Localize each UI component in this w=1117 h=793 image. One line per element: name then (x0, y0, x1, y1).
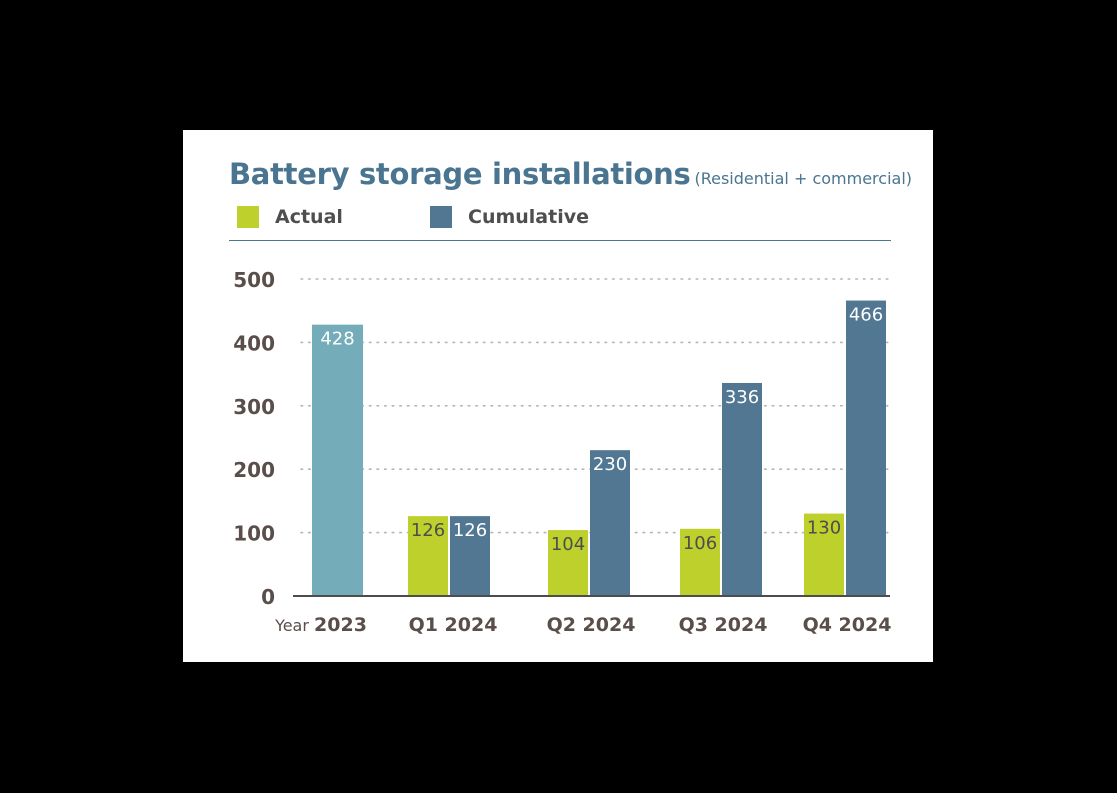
x-tick-main: Q1 2024 (409, 614, 498, 636)
bar-actual (804, 513, 844, 596)
header-rule (229, 240, 891, 241)
data-label: 428 (320, 329, 354, 350)
x-tick-label: Q4 2024 (803, 614, 892, 636)
x-tick-label: Q3 2024 (679, 614, 768, 636)
bar-actual (548, 530, 588, 596)
legend-swatch-actual (237, 206, 259, 228)
x-tick-label: Year 2023 (274, 614, 367, 636)
legend-swatch-cumulative (430, 206, 452, 228)
bar-actual (408, 516, 448, 596)
x-tick-label: Q1 2024 (409, 614, 498, 636)
y-tick-label: 500 (233, 268, 275, 292)
bar-actual (680, 528, 720, 596)
legend-label-cumulative: Cumulative (468, 206, 589, 228)
x-tick-main: Q3 2024 (679, 614, 768, 636)
chart-subtitle: (Residential + commercial) (694, 169, 912, 188)
x-tick-main: Q4 2024 (803, 614, 892, 636)
legend-item-actual: Actual (237, 206, 343, 228)
x-tick-label: Q2 2024 (547, 614, 636, 636)
legend-item-cumulative: Cumulative (430, 206, 589, 228)
bar-cumulative (846, 300, 886, 596)
y-tick-label: 400 (233, 331, 275, 355)
data-label: 230 (593, 454, 627, 475)
legend-label-actual: Actual (275, 206, 343, 228)
x-tick-prefix: Year (274, 616, 314, 635)
bar-cumulative (450, 516, 490, 596)
data-label: 126 (411, 520, 445, 541)
data-label: 336 (725, 387, 759, 408)
y-tick-label: 300 (233, 395, 275, 419)
bar-year-2023 (312, 324, 363, 596)
data-label: 126 (453, 520, 487, 541)
y-tick-label: 0 (261, 585, 275, 609)
bar-cumulative (590, 450, 630, 596)
y-tick-label: 200 (233, 458, 275, 482)
data-label: 104 (551, 534, 585, 555)
data-label: 106 (683, 533, 717, 554)
bar-cumulative (722, 382, 762, 596)
x-tick-main: Q2 2024 (547, 614, 636, 636)
x-tick-main: 2023 (314, 614, 367, 636)
data-label: 466 (849, 305, 883, 326)
y-tick-label: 100 (233, 522, 275, 546)
chart-title-line: Battery storage installations (Residentia… (229, 157, 912, 191)
data-label: 130 (807, 518, 841, 539)
chart-card: Battery storage installations (Residentia… (183, 130, 933, 662)
bar-chart: 0 100 200 300 400 500 428 126 126 104 230 106 336 130… (233, 268, 892, 636)
chart-title: Battery storage installations (229, 157, 691, 191)
